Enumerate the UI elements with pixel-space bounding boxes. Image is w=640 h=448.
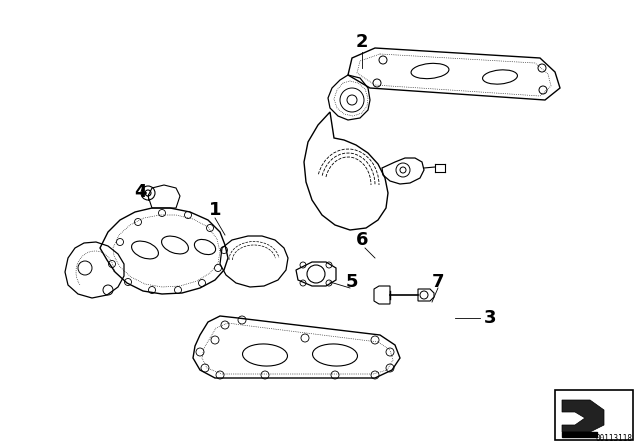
Text: 6: 6 <box>356 231 368 249</box>
Text: 7: 7 <box>432 273 444 291</box>
Polygon shape <box>562 400 604 432</box>
Text: 00113118: 00113118 <box>596 434 633 443</box>
Text: 4: 4 <box>134 183 147 201</box>
Text: 2: 2 <box>356 33 368 51</box>
Text: 1: 1 <box>209 201 221 219</box>
Text: 5: 5 <box>346 273 358 291</box>
Bar <box>562 432 597 437</box>
Text: 3: 3 <box>484 309 496 327</box>
Bar <box>555 390 633 440</box>
